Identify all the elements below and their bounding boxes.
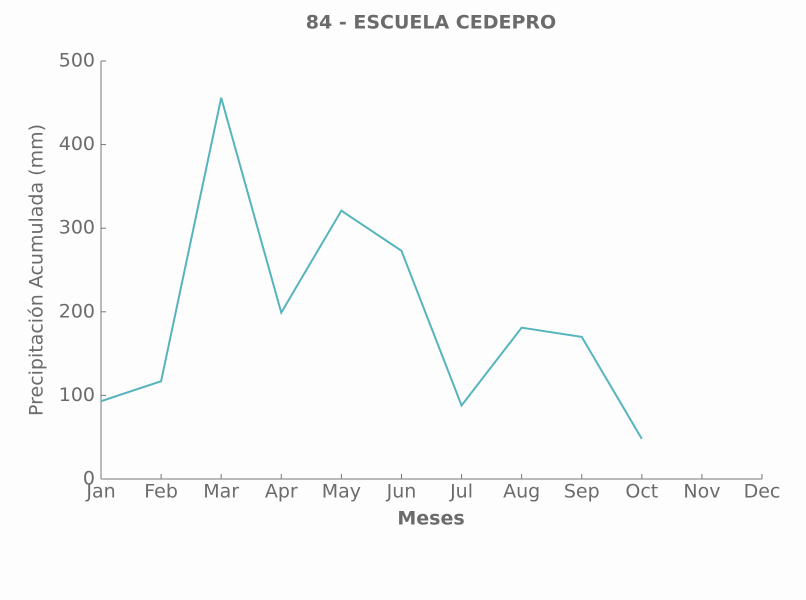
- x-tick-label: May: [322, 481, 361, 503]
- x-tick-label: Apr: [265, 481, 298, 503]
- x-tick-label: Nov: [683, 481, 720, 503]
- x-tick-label: Dec: [744, 481, 781, 503]
- x-axis-label: Meses: [397, 508, 464, 530]
- x-tick-label: Aug: [503, 481, 540, 503]
- y-tick-label: 400: [59, 133, 95, 155]
- x-tick-label: Mar: [203, 481, 239, 503]
- x-tick-label: Oct: [625, 481, 658, 503]
- y-tick-label: 500: [59, 50, 95, 72]
- x-tick-label: Jan: [85, 481, 115, 503]
- x-tick-label: Feb: [144, 481, 178, 503]
- chart-title: 84 - ESCUELA CEDEPRO: [306, 12, 556, 34]
- y-tick-label: 200: [59, 300, 95, 322]
- y-axis-label: Precipitación Acumulada (mm): [26, 124, 48, 416]
- y-tick-label: 0: [83, 468, 95, 490]
- y-tick-label: 300: [59, 217, 95, 239]
- data-line: [100, 97, 643, 440]
- x-tick-label: Sep: [564, 481, 600, 503]
- x-tick-label: Jun: [386, 481, 417, 503]
- y-tick-label: 100: [59, 384, 95, 406]
- x-tick-label: Jul: [449, 481, 473, 503]
